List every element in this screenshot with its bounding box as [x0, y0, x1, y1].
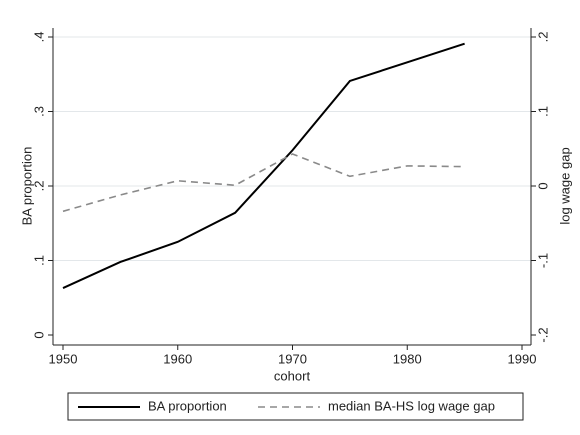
y2-axis-title: log wage gap — [557, 147, 572, 224]
y2-tick-label: .1 — [535, 106, 550, 117]
series-line — [62, 42, 465, 289]
x-tick-label: 1960 — [163, 351, 192, 366]
y2-tick-label: -.1 — [535, 253, 550, 268]
y2-tick-label: -.2 — [535, 327, 550, 342]
y-axis-title: BA proportion — [19, 147, 34, 226]
x-tick-label: 1950 — [49, 351, 78, 366]
y2-tick-label: .2 — [535, 32, 550, 43]
x-tick-label: 1990 — [508, 351, 537, 366]
y-tick-label: .4 — [31, 32, 46, 43]
y-tick-label: 0 — [31, 331, 46, 338]
x-tick-label: 1980 — [393, 351, 422, 366]
legend-label: BA proportion — [148, 398, 227, 413]
y-tick-label: .1 — [31, 255, 46, 266]
x-axis-title: cohort — [274, 368, 311, 383]
y-tick-label: .2 — [31, 181, 46, 192]
x-tick-label: 1970 — [278, 351, 307, 366]
y2-tick-label: 0 — [535, 182, 550, 189]
legend-label: median BA-HS log wage gap — [328, 398, 495, 413]
y-tick-label: .3 — [31, 106, 46, 117]
series-line — [62, 153, 465, 213]
